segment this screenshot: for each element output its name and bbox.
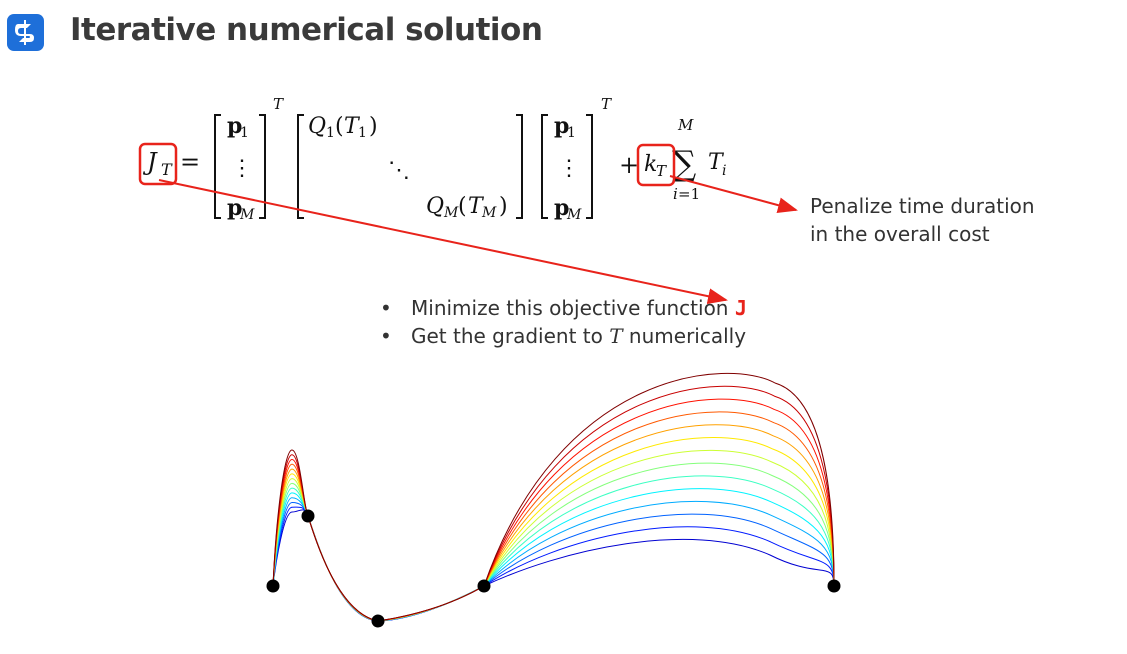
bullet-item-2: • Get the gradient to T numerically bbox=[380, 324, 747, 348]
formula-T1: T bbox=[344, 114, 361, 139]
formula-Ti: T bbox=[708, 150, 725, 175]
trajectory-curve bbox=[272, 385, 835, 622]
annotation-line-2: in the overall cost bbox=[810, 222, 990, 246]
waypoint-dot bbox=[301, 509, 315, 523]
waypoint-dot bbox=[477, 579, 491, 593]
formula-p1-sub: 1 bbox=[240, 125, 249, 141]
formula-Q1: Q bbox=[308, 114, 326, 139]
formula-k-sub: T bbox=[656, 162, 667, 180]
formula-rparen1: ) bbox=[369, 114, 378, 139]
formula-Ti-sub: i bbox=[722, 163, 726, 179]
formula-T-sub: T bbox=[161, 160, 173, 179]
formula-lparen1: ( bbox=[335, 114, 344, 139]
trajectory-curve bbox=[272, 506, 835, 622]
bullet-2-suffix: numerically bbox=[622, 324, 747, 348]
annotation-line-1: Penalize time duration bbox=[810, 194, 1035, 218]
formula-p1b: p bbox=[554, 113, 569, 139]
bullet-item-1: • Minimize this objective function J bbox=[380, 296, 747, 320]
bullet-1-highlight: J bbox=[734, 296, 747, 320]
brand-logo-icon bbox=[7, 14, 44, 51]
trajectory-curve bbox=[272, 488, 835, 622]
formula-vdots2: ⋮ bbox=[558, 156, 580, 181]
formula-equals: = bbox=[180, 148, 200, 176]
bullet-2-var: T bbox=[609, 324, 623, 348]
penalty-annotation: Penalize time duration in the overall co… bbox=[810, 192, 1035, 248]
waypoint-dot bbox=[371, 614, 385, 628]
trajectory-curve bbox=[272, 411, 835, 622]
trajectory-curve bbox=[272, 372, 835, 622]
formula-T-sup2: T bbox=[601, 95, 612, 113]
page-title: Iterative numerical solution bbox=[70, 12, 543, 48]
formula-T-sup1: T bbox=[273, 95, 284, 113]
formula-k: k bbox=[644, 152, 657, 177]
waypoint-dot bbox=[266, 579, 280, 593]
waypoint-dot bbox=[827, 579, 841, 593]
bullet-list: • Minimize this objective function J • Get… bbox=[380, 294, 747, 350]
formula-ddots: ⋱ bbox=[388, 158, 410, 183]
formula-p1b-sub: 1 bbox=[567, 125, 576, 141]
bullet-1-text: Minimize this objective function bbox=[411, 296, 735, 320]
formula-vdots1: ⋮ bbox=[231, 156, 253, 181]
highlight-box-J bbox=[138, 142, 178, 186]
formula-plus: + bbox=[619, 151, 639, 179]
formula-sum-upper: M bbox=[677, 116, 694, 134]
trajectory-curve bbox=[272, 398, 835, 622]
bullet-2-prefix: Get the gradient to bbox=[411, 324, 610, 348]
trajectory-curve bbox=[272, 509, 835, 622]
trajectory-curve bbox=[272, 462, 835, 622]
formula-T1-sub: 1 bbox=[358, 125, 367, 141]
formula-p1: p bbox=[227, 113, 242, 139]
trajectory-curve bbox=[272, 437, 835, 622]
formula-Q1-sub: 1 bbox=[326, 125, 335, 141]
